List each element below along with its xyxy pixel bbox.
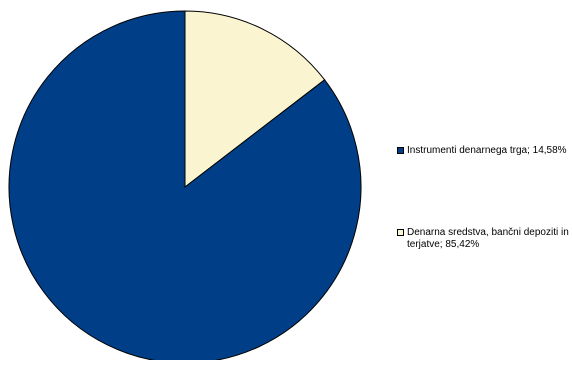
legend-swatch-money-market bbox=[397, 147, 404, 154]
pie-slice-0 bbox=[184, 10, 326, 189]
pie-slice-1 bbox=[8, 10, 362, 364]
legend-label-money-market: Instrumenti denarnega trga; 14,58% bbox=[407, 145, 567, 156]
legend-swatch-cash-deposits bbox=[397, 229, 404, 236]
legend-label-cash-deposits: Denarna sredstva, bančni depoziti in ter… bbox=[407, 227, 569, 250]
